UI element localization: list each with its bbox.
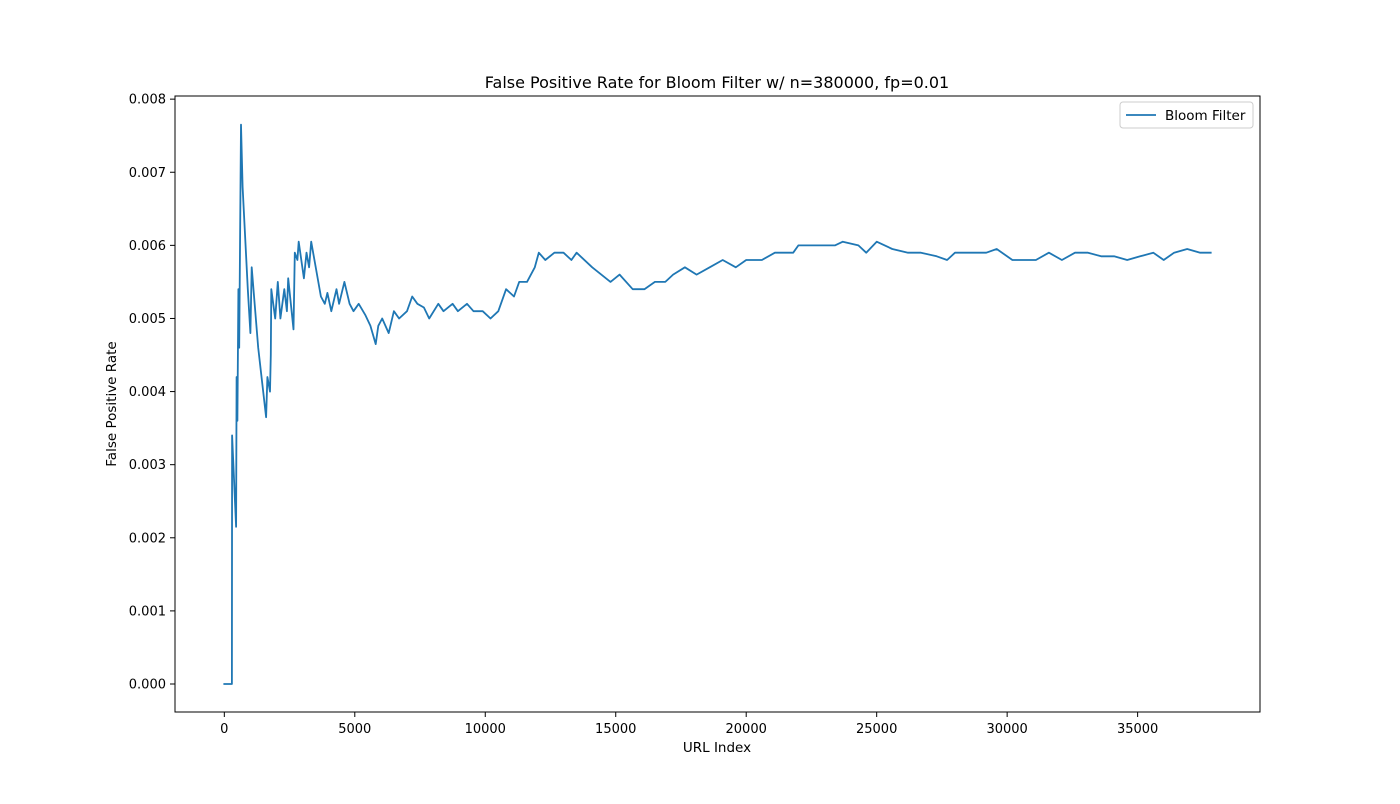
legend: Bloom Filter [1119, 101, 1254, 129]
y-tick-label: 0.006 [129, 239, 166, 254]
x-tick-label: 30000 [986, 722, 1027, 737]
x-tick-label: 5000 [338, 722, 371, 737]
y-tick-label: 0.005 [129, 312, 166, 327]
y-axis-label: False Positive Rate [104, 341, 120, 466]
x-tick-label: 10000 [465, 722, 506, 737]
y-tick-label: 0.003 [129, 458, 166, 473]
x-axis: 0 5000 10000 15000 20000 25000 30000 35000 [220, 712, 1158, 737]
x-tick-label: 15000 [595, 722, 636, 737]
plot-frame-border [174, 95, 1261, 713]
series-layer [223, 123, 1212, 685]
y-tick-label: 0.007 [129, 166, 166, 181]
y-axis: 0.000 0.001 0.002 0.003 0.004 0.005 0.006 0.007… [129, 93, 175, 693]
legend-box [1119, 101, 1254, 129]
y-tick-label: 0.008 [129, 93, 166, 108]
x-tick-label: 35000 [1117, 722, 1158, 737]
y-tick-label: 0.000 [129, 678, 166, 693]
chart-title: False Positive Rate for Bloom Filter w/ … [485, 73, 949, 92]
x-tick-label: 20000 [726, 722, 767, 737]
x-tick-label: 0 [220, 722, 228, 737]
y-tick-label: 0.004 [129, 385, 166, 400]
plot-area [175, 96, 1260, 712]
y-tick-label: 0.001 [129, 604, 166, 619]
y-tick-label: 0.002 [129, 531, 166, 546]
x-axis-label: URL Index [683, 740, 751, 756]
legend-label: Bloom Filter [1165, 108, 1246, 124]
x-tick-label: 25000 [856, 722, 897, 737]
series-line-bloom-filter [223, 123, 1212, 685]
